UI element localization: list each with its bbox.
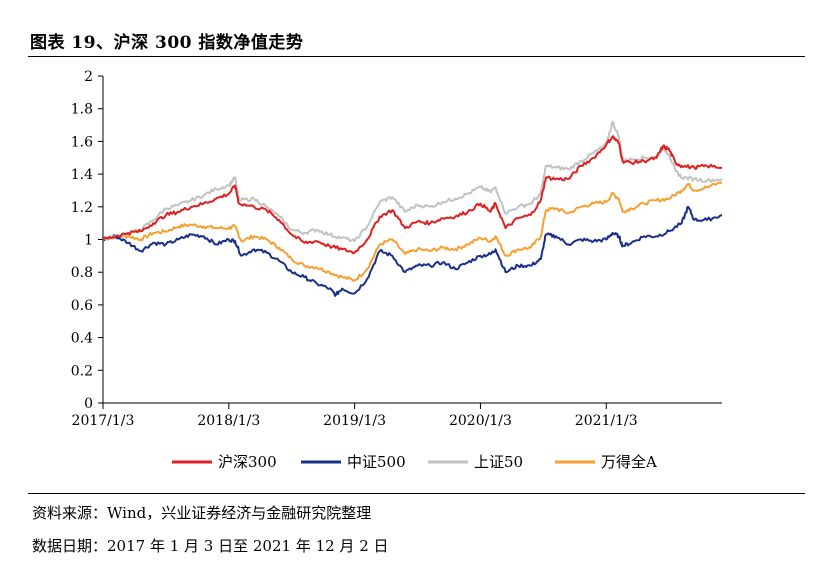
- series-line-3: [102, 181, 723, 282]
- legend-label: 中证500: [347, 453, 406, 471]
- page-title: 图表 19、沪深 300 指数净值走势: [30, 33, 304, 53]
- legend: 沪深300 中证500 上证50 万得全A: [172, 453, 657, 471]
- title-divider: [28, 56, 805, 57]
- legend-label: 万得全A: [601, 453, 657, 471]
- x-tick-label: 2020/1/3: [449, 413, 512, 429]
- y-tick-label: 1.2: [71, 200, 93, 216]
- net-value-line-chart: 0 0.2 0.4 0.6 0.8 1 1.2 1.4 1.6 1.8 2 2017/1/3 2018…: [71, 69, 723, 471]
- footer-divider: [28, 493, 805, 494]
- y-tick-label: 0.6: [71, 298, 93, 314]
- plot-area: [102, 120, 723, 297]
- series-line-1: [102, 205, 723, 297]
- x-tick-label: 2021/1/3: [575, 413, 638, 429]
- y-tick-label: 0.4: [71, 331, 93, 347]
- legend-label: 上证50: [474, 453, 523, 471]
- y-tick-label: 1.4: [71, 167, 93, 183]
- date-range-note: 数据日期：2017 年 1 月 3 日至 2021 年 12 月 2 日: [32, 537, 389, 555]
- x-tick-label: 2018/1/3: [197, 413, 260, 429]
- x-axis: 2017/1/3 2018/1/3 2019/1/3 2020/1/3 2021/1/3: [72, 402, 722, 429]
- x-tick-label: 2019/1/3: [323, 413, 386, 429]
- y-tick-label: 1.6: [71, 134, 93, 150]
- y-tick-label: 0: [84, 396, 93, 412]
- y-tick-label: 1.8: [71, 102, 93, 118]
- y-tick-label: 0.8: [71, 265, 93, 281]
- legend-label: 沪深300: [218, 453, 277, 471]
- source-note: 资料来源：Wind，兴业证券经济与金融研究院整理: [32, 504, 372, 522]
- y-axis: 0 0.2 0.4 0.6 0.8 1 1.2 1.4 1.6 1.8 2: [71, 69, 104, 412]
- y-tick-label: 2: [84, 69, 93, 85]
- x-tick-label: 2017/1/3: [72, 413, 135, 429]
- y-tick-label: 0.2: [71, 363, 93, 379]
- y-tick-label: 1: [84, 233, 93, 249]
- series-line-0: [102, 135, 723, 255]
